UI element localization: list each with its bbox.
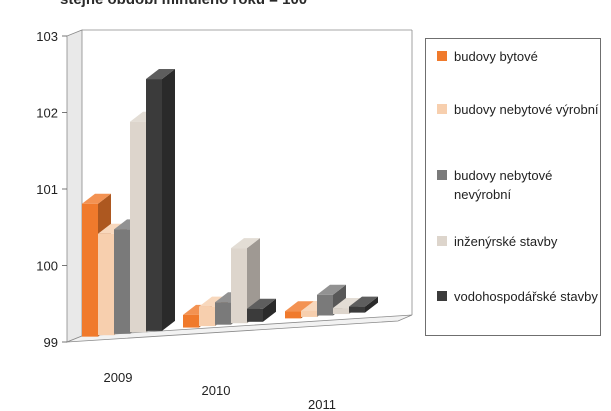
legend-swatch xyxy=(437,104,447,114)
x-axis-ticks: 2009 2010 2011 xyxy=(104,370,336,411)
bar-top-face xyxy=(146,69,175,80)
bar-front-face xyxy=(199,306,215,327)
bar-front-face xyxy=(215,302,231,325)
bar-side-face xyxy=(263,298,276,322)
bar-side-face xyxy=(162,69,175,331)
chart-title: stejné období minulého roku = 100 xyxy=(60,0,307,8)
legend-label: vodohospodářské stavby xyxy=(454,289,598,304)
bar-front-face xyxy=(98,233,114,336)
x-tick-label: 2010 xyxy=(202,383,231,398)
side-wall xyxy=(66,29,83,343)
bar xyxy=(349,296,378,313)
bar-front-face xyxy=(82,203,98,337)
legend-label: budovy nebytové nevýrobní xyxy=(454,168,553,202)
legend-label: budovy nebytové výrobní xyxy=(454,102,599,117)
bar-front-face xyxy=(301,310,317,317)
bar-top-face xyxy=(333,298,362,309)
y-tick-label: 101 xyxy=(36,182,58,197)
floor xyxy=(66,314,413,343)
legend-swatch xyxy=(437,170,447,180)
bar-top-face xyxy=(82,193,111,204)
bar-front-face xyxy=(130,121,146,333)
legend-label: inženýrské stavby xyxy=(454,234,558,249)
y-tick-label: 100 xyxy=(36,259,58,274)
bar-front-face xyxy=(183,314,199,328)
bar-top-face xyxy=(349,296,378,307)
bar-front-face xyxy=(231,248,247,324)
legend-label: budovy bytové xyxy=(454,49,538,64)
x-tick-label: 2011 xyxy=(308,397,336,411)
legend-swatch xyxy=(437,51,447,61)
bar-front-face xyxy=(333,308,349,315)
bar xyxy=(247,298,276,322)
y-tick-label: 102 xyxy=(36,106,58,121)
bar-top-face xyxy=(231,238,260,249)
y-tick-label: 99 xyxy=(44,335,58,350)
legend-swatch xyxy=(437,291,447,301)
y-axis-ticks: 99 100 101 102 103 xyxy=(36,29,67,350)
bar-front-face xyxy=(285,311,301,319)
bar-front-face xyxy=(349,306,365,313)
bar-top-face xyxy=(247,298,276,309)
bar-front-face xyxy=(146,79,162,331)
bar-front-face xyxy=(114,229,130,334)
y-tick-label: 103 xyxy=(36,29,58,44)
legend-swatch xyxy=(437,236,447,246)
bars xyxy=(82,69,378,337)
legend: budovy bytové budovy nebytové výrobní bu… xyxy=(425,38,601,336)
bar-top-face xyxy=(317,284,346,295)
bar-front-face xyxy=(317,294,333,316)
bar xyxy=(146,69,175,331)
x-tick-label: 2009 xyxy=(104,370,133,385)
bar-front-face xyxy=(247,308,263,322)
bar-side-face xyxy=(365,296,378,313)
bar-top-face xyxy=(285,301,314,312)
